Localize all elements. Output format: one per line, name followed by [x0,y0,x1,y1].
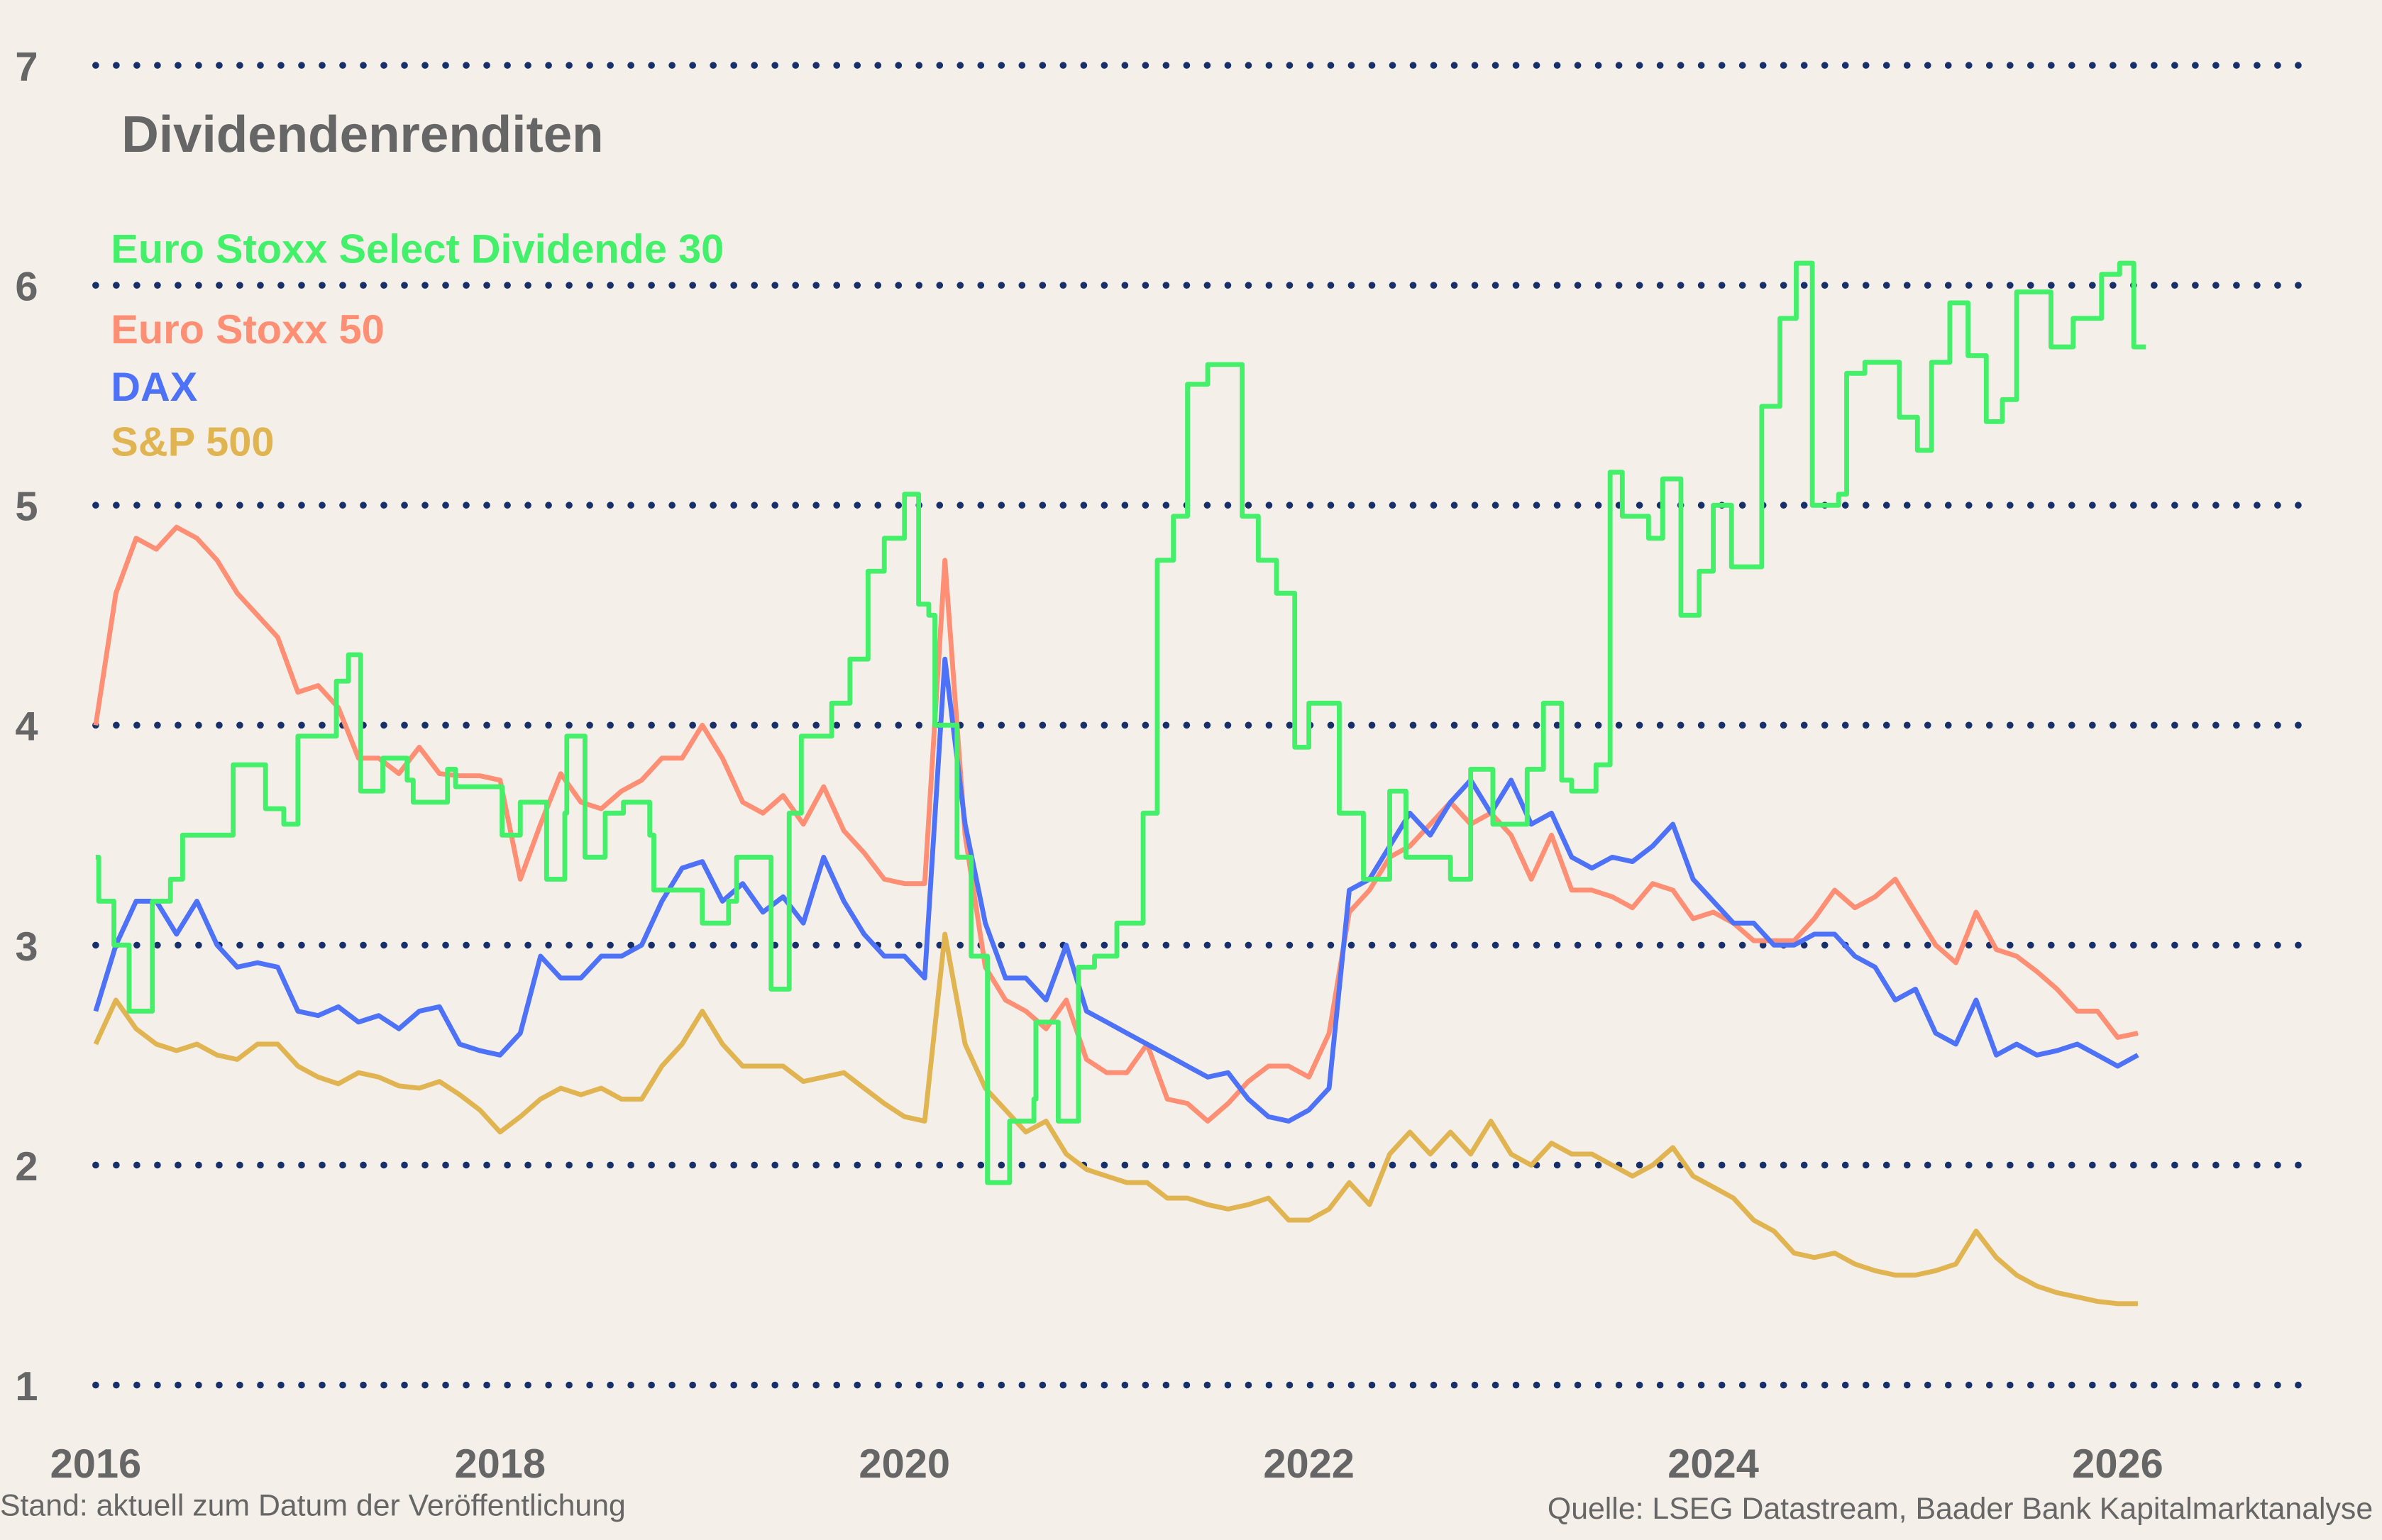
chart-title: Dividendenrenditen [121,106,603,163]
y-tick-label: 3 [15,924,38,970]
series-line-s-p-500 [93,931,2138,1307]
y-axis-ticks: 1 2 3 4 5 6 7 [15,45,38,1409]
legend-entry: Euro Stoxx 50 [111,307,384,353]
series-lines [93,260,2146,1307]
y-tick-label: 1 [15,1364,38,1409]
x-tick-label: 2024 [1667,1441,1759,1487]
footer-source: Quelle: LSEG Datastream, Baader Bank Kap… [1548,1492,2373,1526]
x-tick-label: 2018 [455,1441,546,1487]
series-line-euro-stoxx-50 [93,524,2139,1124]
x-tick-label: 2020 [859,1441,950,1487]
x-axis-ticks: 2016 2018 2020 2022 2024 2026 [50,1441,2163,1487]
x-tick-label: 2016 [50,1441,142,1487]
y-tick-label: 2 [15,1144,38,1190]
y-tick-label: 5 [15,484,38,530]
x-tick-label: 2022 [1263,1441,1355,1487]
y-tick-label: 7 [15,45,38,90]
series-line-dax [93,656,2139,1124]
y-tick-label: 6 [15,265,38,310]
y-tick-label: 4 [15,704,38,750]
legend-entry: Euro Stoxx Select Dividende 30 [111,226,724,272]
x-tick-label: 2026 [2072,1441,2163,1487]
legend-entry: S&P 500 [111,419,274,465]
footer-date-note: Stand: aktuell zum Datum der Veröffentli… [0,1489,626,1523]
legend: Euro Stoxx Select Dividende 30 Euro Stoxx… [111,226,724,465]
gridlines [92,62,2320,1389]
series-line-euro-stoxx-select-dividende-30 [95,260,2146,1185]
legend-entry: DAX [111,365,197,410]
